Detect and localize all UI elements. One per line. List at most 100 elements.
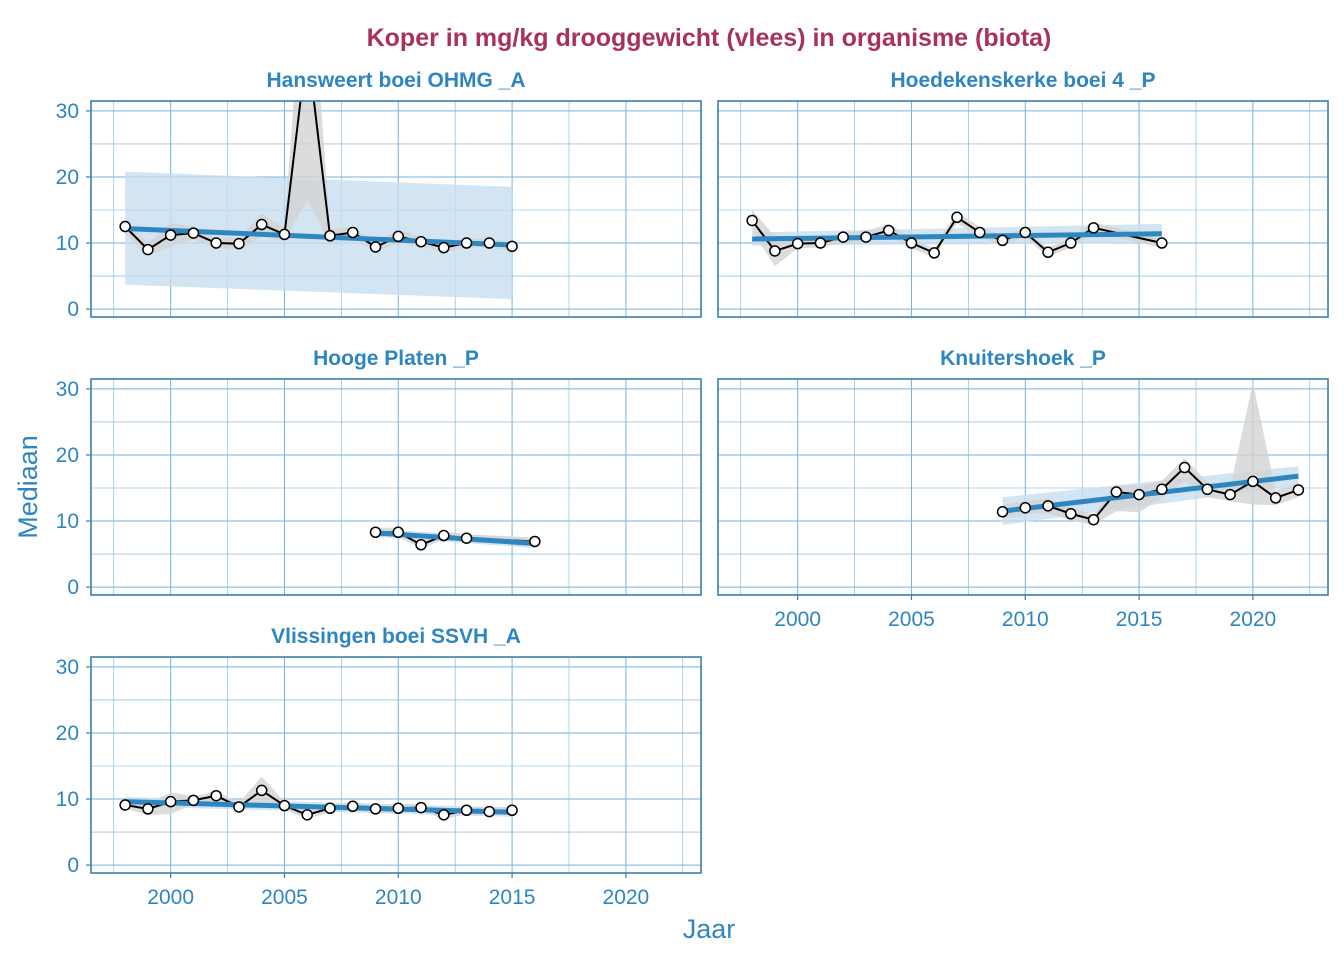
- data-point: [187, 227, 200, 239]
- data-point: [837, 231, 849, 243]
- data-point: [255, 784, 268, 797]
- data-point: [1156, 483, 1168, 496]
- x-tick-label: 2020: [1230, 608, 1277, 631]
- data-point: [1087, 222, 1100, 234]
- data-point: [460, 237, 473, 249]
- data-point: [996, 506, 1009, 518]
- data-point: [1247, 475, 1259, 488]
- data-point: [506, 804, 518, 816]
- data-point: [392, 802, 405, 815]
- chart-title: Koper in mg/kg drooggewicht (vlees) in o…: [367, 24, 1052, 52]
- x-tick-label: 2020: [603, 886, 650, 909]
- y-tick-label: 30: [56, 100, 79, 123]
- panel-plot-area: [91, 657, 701, 873]
- panel-plot-area: [718, 101, 1328, 317]
- data-point: [1042, 500, 1054, 512]
- data-point: [119, 799, 131, 811]
- data-range-band: [1002, 382, 1299, 525]
- y-tick-label: 10: [56, 232, 79, 255]
- data-point: [1087, 513, 1100, 526]
- y-tick-label: 30: [56, 378, 79, 401]
- data-point: [905, 237, 918, 249]
- x-tick-label: 2015: [489, 886, 536, 909]
- data-point: [438, 809, 450, 821]
- data-point: [369, 241, 382, 253]
- data-point: [814, 237, 827, 249]
- panel-title: Hoedekenskerke boei 4 _P: [891, 69, 1156, 92]
- panel-frame: [90, 378, 702, 596]
- data-point: [187, 794, 200, 807]
- data-point: [1269, 492, 1282, 504]
- x-tick-label: 2010: [375, 886, 422, 909]
- data-point: [1110, 486, 1123, 498]
- data-point: [438, 529, 450, 542]
- data-point: [928, 247, 940, 259]
- data-point: [324, 802, 336, 815]
- data-point: [415, 235, 427, 248]
- data-point: [996, 234, 1009, 247]
- data-point: [142, 803, 154, 815]
- panel-title: Hansweert boei OHMG _A: [266, 69, 525, 92]
- data-range-band: [125, 101, 513, 257]
- y-axis-label: Mediaan: [13, 435, 43, 539]
- y-tick-label: 20: [56, 444, 79, 467]
- data-point: [1042, 246, 1054, 259]
- facet-panel: Knuitershoek _P 2000 2005 2010 2015 2020: [717, 347, 1329, 631]
- data-point: [210, 237, 222, 249]
- x-tick-label: 2005: [888, 608, 935, 631]
- data-point: [233, 237, 245, 250]
- data-point: [347, 226, 359, 239]
- data-point: [438, 241, 450, 254]
- data-point: [392, 526, 405, 538]
- data-point: [1224, 488, 1236, 501]
- data-point: [460, 532, 473, 544]
- facet-panel: Vlissingen boei SSVH _A 0 10 20 30 2000 2005 20…: [56, 625, 702, 909]
- data-point: [791, 237, 804, 250]
- data-point: [415, 539, 427, 551]
- data-point: [1156, 237, 1168, 249]
- data-point: [142, 243, 154, 256]
- y-tick-label: 10: [56, 510, 79, 533]
- data-point: [1178, 461, 1191, 474]
- panel-plot-area: [91, 101, 701, 317]
- data-point: [278, 228, 291, 241]
- data-point: [1065, 237, 1077, 249]
- data-point: [369, 803, 382, 815]
- data-range-band: [752, 209, 1162, 267]
- data-point: [1201, 483, 1214, 496]
- y-tick-label: 0: [67, 854, 79, 877]
- panel-plot-area: [91, 379, 701, 595]
- data-point: [347, 800, 359, 813]
- data-point: [1019, 226, 1032, 239]
- facet-panel: Hoedekenskerke boei 4 _P: [717, 69, 1329, 318]
- data-point: [769, 245, 781, 257]
- data-point: [483, 805, 496, 818]
- facet-panel: Hooge Platen _P 0 10 20 30: [56, 347, 702, 599]
- data-point: [255, 218, 268, 231]
- data-point: [392, 230, 405, 243]
- y-tick-label: 0: [67, 576, 79, 599]
- x-tick-label: 2000: [774, 608, 821, 631]
- data-point: [483, 237, 496, 249]
- data-point: [415, 801, 427, 814]
- y-tick-label: 30: [56, 656, 79, 679]
- x-tick-label: 2005: [261, 886, 308, 909]
- data-point: [974, 226, 986, 239]
- data-point: [278, 799, 291, 812]
- data-point: [506, 240, 518, 253]
- panel-title: Vlissingen boei SSVH _A: [271, 625, 521, 648]
- y-tick-label: 10: [56, 788, 79, 811]
- panels-group: Hansweert boei OHMG _A 0 10 20 30 Hoedekenske…: [56, 69, 1329, 909]
- panel-frame: [717, 100, 1329, 318]
- data-point: [301, 809, 313, 821]
- data-point: [882, 224, 895, 237]
- data-point: [529, 535, 541, 548]
- x-tick-label: 2000: [147, 886, 194, 909]
- x-tick-label: 2015: [1116, 608, 1163, 631]
- data-point: [746, 214, 758, 227]
- data-point: [860, 231, 872, 243]
- data-point: [1019, 502, 1032, 514]
- data-point: [369, 526, 382, 538]
- data-point: [119, 220, 131, 233]
- data-point: [210, 789, 222, 802]
